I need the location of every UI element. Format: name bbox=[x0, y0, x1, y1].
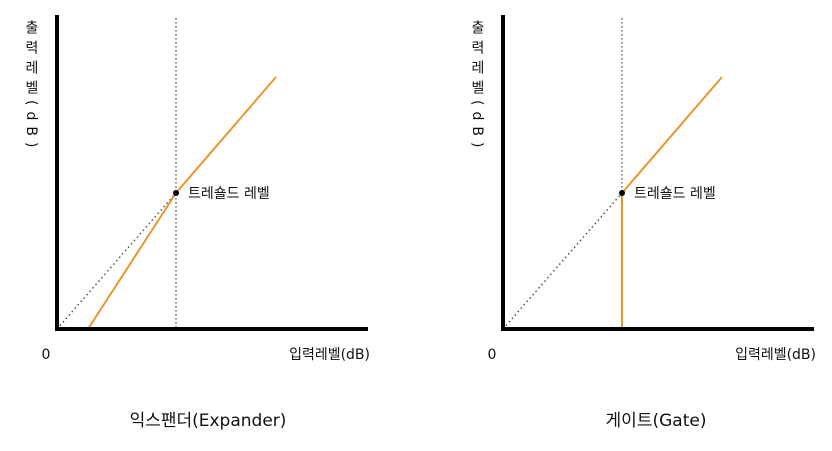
threshold-label: 트레숄드 레벨 bbox=[634, 186, 716, 202]
threshold-dot bbox=[173, 190, 179, 196]
threshold-label: 트레숄드 레벨 bbox=[188, 186, 270, 202]
threshold-dot bbox=[619, 190, 625, 196]
gate-curve bbox=[621, 76, 723, 329]
y-axis-label: 출력레벨(dB) bbox=[23, 20, 39, 154]
caption: 익스팬더(Expander) bbox=[130, 411, 287, 431]
dotted-unity bbox=[502, 192, 623, 330]
origin-label: 0 bbox=[42, 347, 51, 363]
caption: 게이트(Gate) bbox=[606, 411, 707, 431]
dotted-unity bbox=[56, 192, 177, 330]
origin-label: 0 bbox=[488, 347, 497, 363]
x-axis-label: 입력레벨(dB) bbox=[735, 347, 816, 363]
x-axis-label: 입력레벨(dB) bbox=[289, 347, 370, 363]
expander-curve bbox=[87, 76, 277, 330]
y-axis-label: 출력레벨(dB) bbox=[469, 20, 485, 154]
